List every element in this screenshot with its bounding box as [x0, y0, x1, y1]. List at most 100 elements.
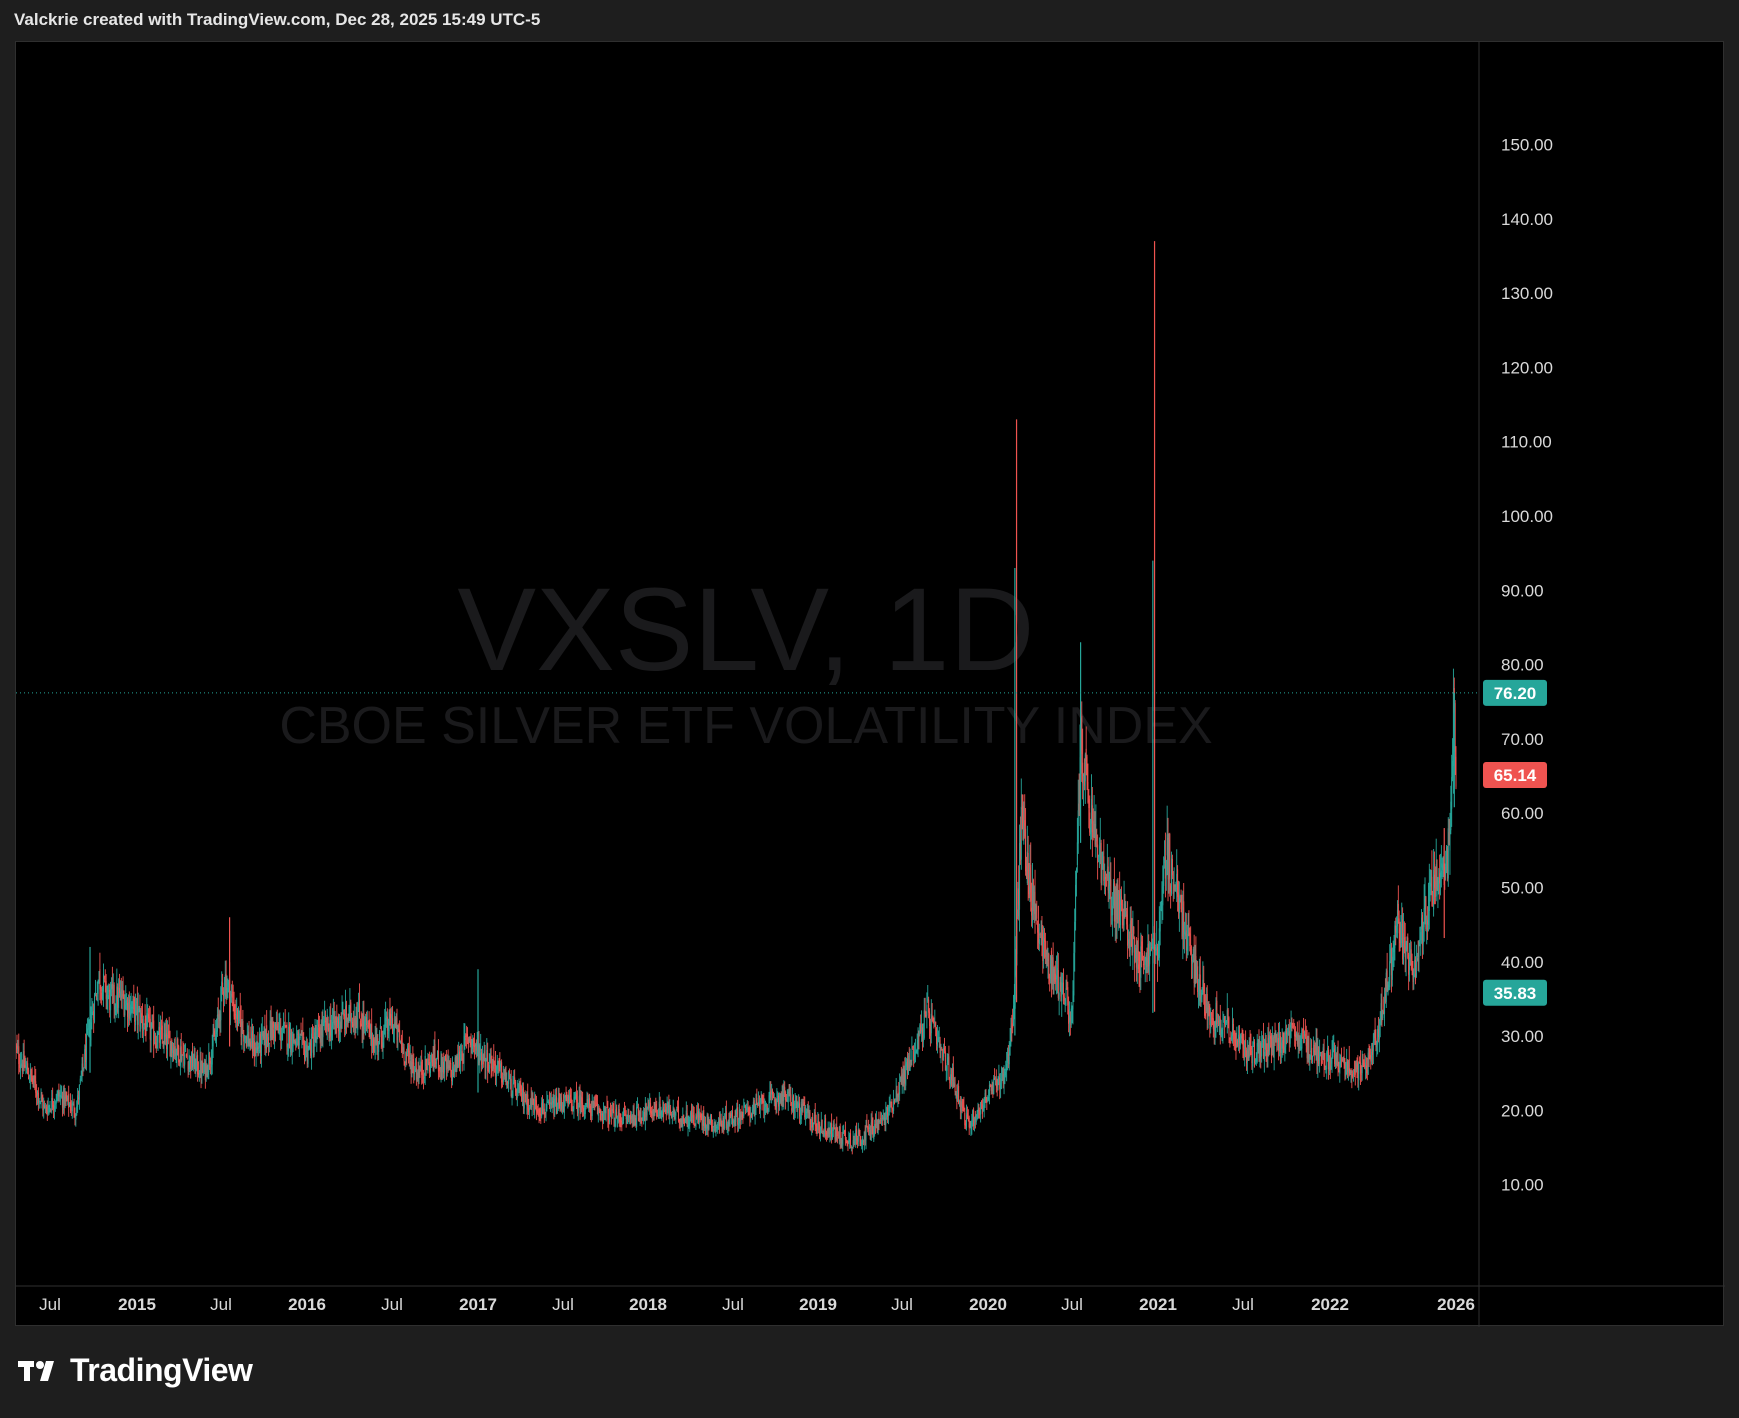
- candle-body: [1356, 1063, 1358, 1070]
- candle-body: [1113, 880, 1115, 922]
- candle-body: [22, 1053, 24, 1072]
- candle-body: [777, 1095, 779, 1101]
- candle-body: [304, 1042, 306, 1059]
- candle-body: [1144, 956, 1146, 966]
- candle-body: [637, 1107, 639, 1109]
- candle-body: [585, 1106, 587, 1107]
- candle-body: [805, 1111, 807, 1118]
- candle-body: [1399, 928, 1401, 944]
- candle-body: [311, 1036, 313, 1038]
- candle-body: [1266, 1050, 1268, 1056]
- candle-body: [479, 1052, 481, 1062]
- candle-body: [737, 1107, 739, 1125]
- candle-body: [792, 1095, 794, 1111]
- candle-body: [282, 1033, 284, 1041]
- candle-body: [1420, 932, 1422, 940]
- candle-body: [236, 1008, 238, 1020]
- candle-body: [702, 1112, 704, 1126]
- tradingview-logo[interactable]: TradingView: [18, 1352, 253, 1389]
- candle-body: [1251, 1050, 1253, 1064]
- candle-body: [641, 1118, 643, 1121]
- candle-body: [1081, 715, 1083, 755]
- candle-body: [860, 1143, 862, 1144]
- candle-body: [774, 1100, 776, 1102]
- candle-body: [1451, 777, 1453, 809]
- candle-body: [390, 1014, 392, 1029]
- candle-body: [906, 1062, 908, 1067]
- candle-body: [856, 1128, 858, 1137]
- candle-body: [297, 1031, 299, 1049]
- candle-body: [496, 1065, 498, 1070]
- chart-panel[interactable]: VXSLV, 1D CBOE SILVER ETF VOLATILITY IND…: [15, 41, 1725, 1327]
- candle-body: [17, 1048, 19, 1052]
- candle-body: [1340, 1057, 1342, 1065]
- candle-body: [1368, 1055, 1370, 1059]
- candle-body: [925, 1015, 927, 1016]
- candle-body: [1039, 934, 1041, 936]
- candle-body: [79, 1078, 81, 1083]
- candle-body: [166, 1033, 168, 1049]
- candle-body: [1157, 946, 1159, 965]
- candle-body: [1334, 1049, 1336, 1064]
- price-scale[interactable]: 10.0020.0030.0040.0050.0060.0070.0080.00…: [1501, 136, 1553, 1195]
- candle-body: [1272, 1038, 1274, 1057]
- candle-body: [201, 1063, 203, 1077]
- candle-body: [367, 1024, 369, 1028]
- candle-body: [237, 1009, 239, 1027]
- candle-body: [1051, 959, 1053, 986]
- candle-body: [639, 1111, 641, 1121]
- candle-body: [830, 1123, 832, 1133]
- candle-body: [1425, 896, 1427, 929]
- candle-body: [1362, 1066, 1364, 1067]
- candle-body: [1350, 1071, 1352, 1073]
- candle-body: [294, 1041, 296, 1043]
- candle-body: [313, 1043, 315, 1056]
- candle-body: [670, 1114, 672, 1117]
- candle-body: [576, 1092, 578, 1102]
- price-chart[interactable]: VXSLV, 1D CBOE SILVER ETF VOLATILITY IND…: [16, 42, 1725, 1327]
- candle-body: [193, 1053, 195, 1067]
- candle-body: [1124, 901, 1126, 911]
- candle-body: [670, 1109, 672, 1113]
- candle-body: [1232, 1024, 1234, 1035]
- candle-body: [465, 1035, 467, 1038]
- candle-body: [944, 1047, 946, 1051]
- candle-body: [592, 1100, 594, 1104]
- candle-body: [862, 1138, 864, 1144]
- candle-body: [1083, 772, 1085, 786]
- candle-body: [602, 1114, 604, 1122]
- candle-body: [700, 1115, 702, 1118]
- candle-body: [1182, 907, 1184, 940]
- candle-body: [885, 1111, 887, 1125]
- candle-body: [753, 1100, 755, 1115]
- candle-body: [1025, 828, 1027, 872]
- candle-body: [447, 1060, 449, 1069]
- candle-body: [1448, 832, 1450, 845]
- candle-body: [1248, 1041, 1250, 1058]
- candle-body: [817, 1120, 819, 1131]
- candle-body: [452, 1066, 454, 1082]
- candle-body: [404, 1061, 406, 1063]
- candle-body: [149, 1018, 151, 1040]
- candle-body: [1185, 930, 1187, 951]
- candle-body: [771, 1092, 773, 1095]
- candle-body: [377, 1038, 379, 1049]
- candle-body: [736, 1107, 738, 1115]
- candle-body: [615, 1109, 617, 1127]
- candle-body: [1166, 834, 1168, 856]
- time-scale[interactable]: Jul 2015 Jul 2016 Jul 2017 Jul 2018 Jul 2019 Jul 20…: [39, 1295, 1475, 1314]
- candle-body: [1068, 1009, 1070, 1024]
- candle-body: [53, 1105, 55, 1111]
- price-tick-label: 80.00: [1501, 656, 1544, 675]
- candle-body: [1157, 954, 1159, 960]
- candle-body: [200, 1062, 202, 1078]
- candle-body: [1044, 940, 1046, 958]
- candle-body: [304, 1050, 306, 1061]
- candle-body: [222, 991, 224, 997]
- candle-body: [1198, 974, 1200, 996]
- candle-body: [1449, 828, 1451, 851]
- candle-body: [296, 1038, 298, 1048]
- candle-body: [853, 1141, 855, 1143]
- candle-body: [487, 1053, 489, 1072]
- candle-body: [1432, 891, 1434, 904]
